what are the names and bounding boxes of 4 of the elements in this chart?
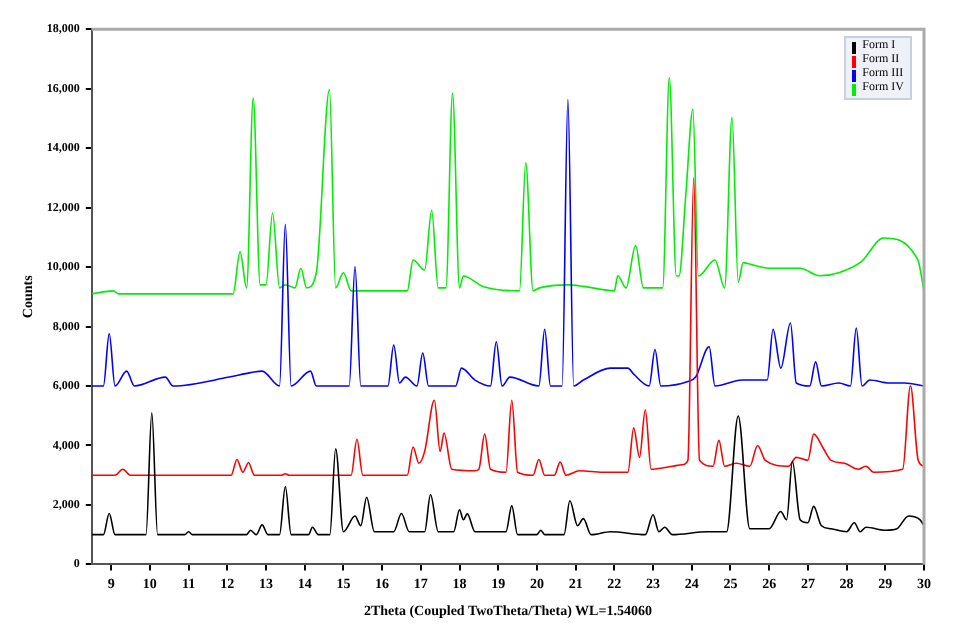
line-series <box>91 98 924 387</box>
line-series <box>91 177 924 476</box>
line-series <box>91 76 924 295</box>
line-series <box>91 411 924 536</box>
